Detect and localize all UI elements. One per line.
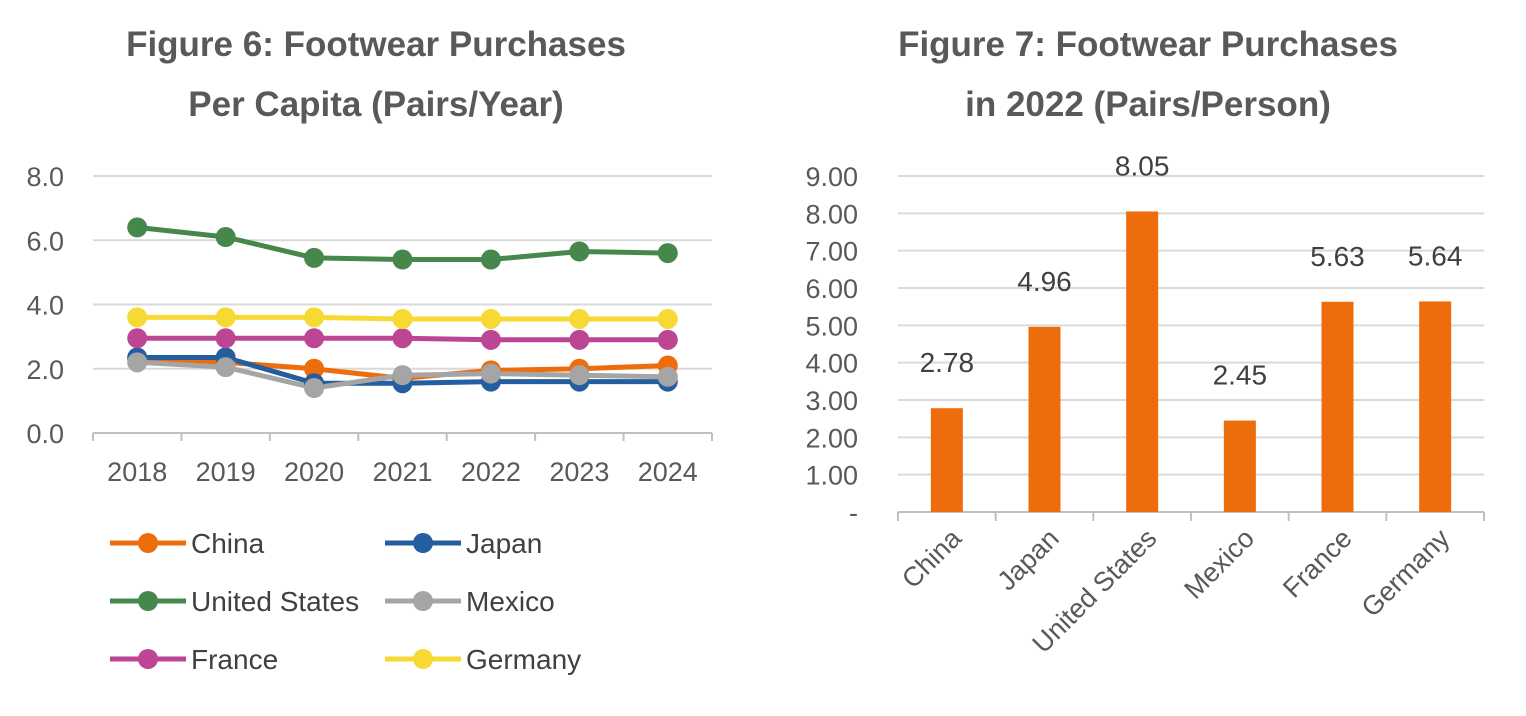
bar-y-tick-label: 1.00 [805, 461, 858, 491]
legend-label-china: China [191, 528, 265, 559]
line-x-tick-label: 2024 [638, 457, 698, 487]
bar-united-states [1126, 211, 1159, 512]
bar-germany [1419, 301, 1452, 512]
data-point-united-states [392, 249, 413, 270]
bar-data-label-china: 2.78 [920, 347, 975, 378]
legend-label-japan: Japan [466, 528, 542, 559]
data-point-france [569, 329, 590, 350]
bar-y-tick-label: 3.00 [805, 386, 858, 416]
data-point-united-states [480, 249, 501, 270]
bar-chart-title: Figure 7: Footwear Purchases [898, 25, 1398, 64]
bar-y-tick-label: 8.00 [805, 199, 858, 229]
data-point-germany [480, 308, 501, 329]
line-x-tick-label: 2022 [461, 457, 521, 487]
bar-data-label-france: 5.63 [1310, 241, 1365, 272]
line-x-tick-label: 2021 [372, 457, 432, 487]
line-x-tick-label: 2018 [107, 457, 167, 487]
bar-mexico [1223, 420, 1256, 512]
bar-x-tick-label: Mexico [1178, 523, 1260, 605]
bar-france [1321, 301, 1354, 512]
bar-china [930, 408, 963, 512]
line-chart-legend: China Japan United States Mexico France Germa… [110, 528, 581, 675]
legend-label-germany: Germany [466, 644, 581, 675]
data-point-mexico [215, 357, 236, 378]
data-point-france [657, 329, 678, 350]
data-point-china [304, 358, 325, 379]
legend-marker-icon [413, 591, 433, 611]
line-y-tick-label: 4.0 [26, 291, 64, 321]
data-point-mexico [657, 366, 678, 387]
bar-y-tick-label: 7.00 [805, 237, 858, 267]
legend-marker-icon [138, 591, 158, 611]
line-chart-subtitle: Per Capita (Pairs/Year) [188, 85, 563, 124]
bar-x-tick-label: Japan [992, 523, 1065, 596]
data-point-mexico [127, 352, 148, 373]
line-x-tick-label: 2019 [196, 457, 256, 487]
data-point-france [304, 328, 325, 349]
bar-y-tick-label: 9.00 [805, 162, 858, 192]
bar-x-tick-label: China [896, 522, 968, 594]
data-point-germany [569, 308, 590, 329]
bar-japan [1028, 326, 1061, 512]
line-chart-title: Figure 6: Footwear Purchases [126, 25, 626, 64]
data-point-united-states [569, 241, 590, 262]
data-point-united-states [215, 227, 236, 248]
bar-y-tick-label: - [849, 498, 858, 528]
data-point-germany [657, 308, 678, 329]
data-point-united-states [657, 243, 678, 264]
bar-data-label-japan: 4.96 [1017, 266, 1072, 297]
legend-label-france: France [191, 644, 278, 675]
line-x-tick-label: 2020 [284, 457, 344, 487]
bar-x-tick-label: Germany [1356, 523, 1456, 623]
data-point-france [392, 328, 413, 349]
data-point-germany [304, 307, 325, 328]
line-y-tick-label: 2.0 [26, 355, 64, 385]
data-point-germany [127, 307, 148, 328]
data-point-france [127, 328, 148, 349]
line-x-tick-label: 2023 [549, 457, 609, 487]
bar-data-label-united-states: 8.05 [1115, 150, 1170, 181]
data-point-mexico [304, 378, 325, 399]
bar-y-tick-label: 6.00 [805, 274, 858, 304]
bar-x-tick-label: France [1277, 523, 1358, 604]
bar-data-label-germany: 5.64 [1408, 240, 1463, 271]
legend-marker-icon [413, 649, 433, 669]
bar-y-tick-label: 5.00 [805, 311, 858, 341]
data-point-mexico [480, 363, 501, 384]
data-point-mexico [392, 365, 413, 386]
data-point-france [480, 329, 501, 350]
line-chart: 0.0 2.0 4.0 6.0 8.0 2018 2019 2020 2021 2022 2023 2… [26, 162, 713, 487]
bar-data-label-mexico: 2.45 [1213, 360, 1268, 391]
legend-label-mexico: Mexico [466, 586, 555, 617]
legend-label-united-states: United States [191, 586, 359, 617]
bar-chart-subtitle: in 2022 (Pairs/Person) [965, 85, 1331, 124]
data-point-united-states [127, 217, 148, 238]
legend-marker-icon [138, 533, 158, 553]
data-point-united-states [304, 247, 325, 268]
data-point-france [215, 328, 236, 349]
bar-y-tick-label: 4.00 [805, 349, 858, 379]
line-y-tick-label: 6.0 [26, 226, 64, 256]
data-point-germany [215, 307, 236, 328]
data-point-germany [392, 308, 413, 329]
line-y-tick-label: 8.0 [26, 162, 64, 192]
data-point-mexico [569, 365, 590, 386]
legend-marker-icon [413, 533, 433, 553]
bar-y-tick-label: 2.00 [805, 423, 858, 453]
line-y-tick-label: 0.0 [26, 419, 64, 449]
legend-marker-icon [138, 649, 158, 669]
bar-chart: - 1.00 2.00 3.00 4.00 5.00 6.00 7.00 8.00 9.00 2.7… [805, 150, 1485, 659]
